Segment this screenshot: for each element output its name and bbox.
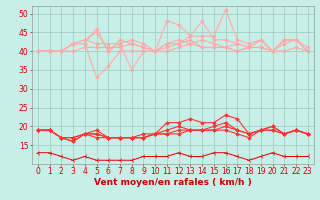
X-axis label: Vent moyen/en rafales ( km/h ): Vent moyen/en rafales ( km/h ) (94, 178, 252, 187)
